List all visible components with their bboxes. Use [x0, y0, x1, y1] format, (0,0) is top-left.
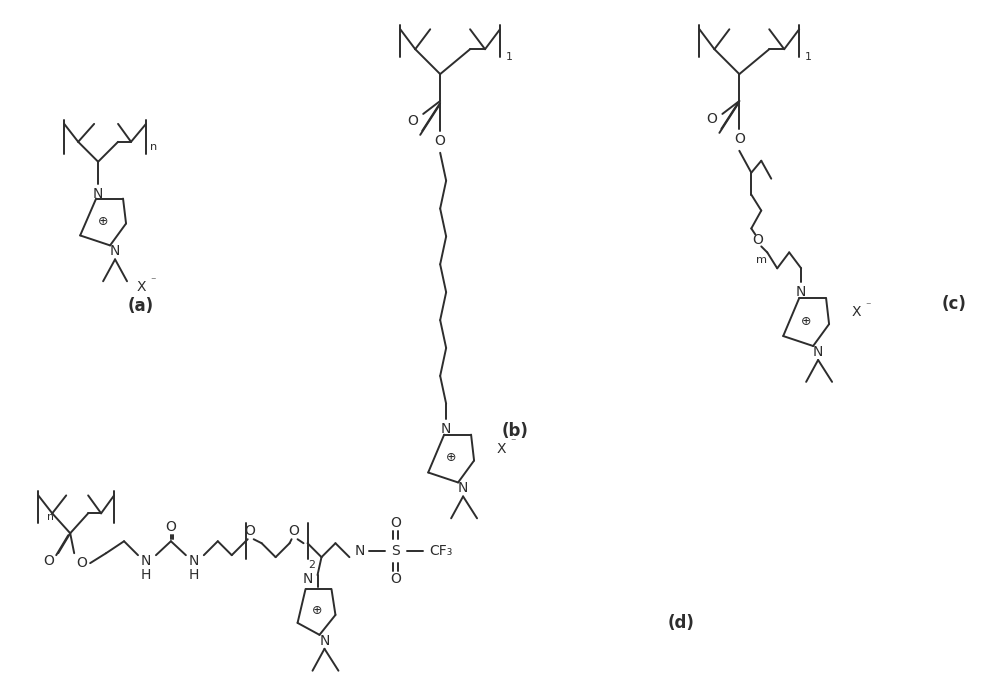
Text: N: N	[110, 244, 120, 258]
Text: O: O	[244, 524, 255, 538]
Text: 1: 1	[506, 52, 512, 62]
Text: N: N	[319, 634, 330, 648]
Text: ⊕: ⊕	[98, 215, 108, 228]
Text: ⊕: ⊕	[801, 315, 811, 328]
Text: N: N	[796, 285, 806, 299]
Text: (c): (c)	[941, 295, 966, 313]
Text: N: N	[302, 572, 313, 586]
Text: ⁻: ⁻	[865, 301, 871, 311]
Text: n: n	[150, 142, 158, 152]
Text: ⊕: ⊕	[446, 451, 456, 464]
Text: O: O	[288, 524, 299, 538]
Text: O: O	[435, 134, 446, 148]
Text: O: O	[390, 572, 401, 586]
Text: O: O	[165, 521, 176, 535]
Text: O: O	[407, 114, 418, 128]
Text: (d): (d)	[668, 614, 695, 632]
Text: O: O	[77, 556, 88, 570]
Text: m: m	[756, 255, 767, 265]
Text: O: O	[43, 554, 54, 568]
Text: X: X	[851, 305, 861, 319]
Text: H: H	[141, 568, 151, 582]
Text: H: H	[189, 568, 199, 582]
Text: O: O	[752, 233, 763, 248]
Text: S: S	[391, 544, 400, 558]
Text: N: N	[141, 554, 151, 568]
Text: n: n	[47, 512, 54, 522]
Text: 2: 2	[308, 560, 315, 570]
Text: ⁻: ⁻	[510, 438, 516, 448]
Text: ⁻: ⁻	[150, 276, 156, 286]
Text: N: N	[93, 187, 103, 200]
Text: N: N	[458, 482, 468, 496]
Text: (a): (a)	[128, 297, 154, 315]
Text: 1: 1	[805, 52, 812, 62]
Text: O: O	[706, 112, 717, 126]
Text: X: X	[136, 280, 146, 294]
Text: (b): (b)	[502, 422, 528, 440]
Text: ⊕: ⊕	[312, 604, 323, 617]
Text: O: O	[390, 516, 401, 530]
Text: N: N	[189, 554, 199, 568]
Text: X: X	[496, 441, 506, 456]
Text: O: O	[734, 132, 745, 146]
Text: N: N	[813, 345, 823, 359]
Text: CF₃: CF₃	[429, 544, 453, 558]
Text: N: N	[441, 422, 451, 436]
Text: N: N	[354, 544, 365, 558]
